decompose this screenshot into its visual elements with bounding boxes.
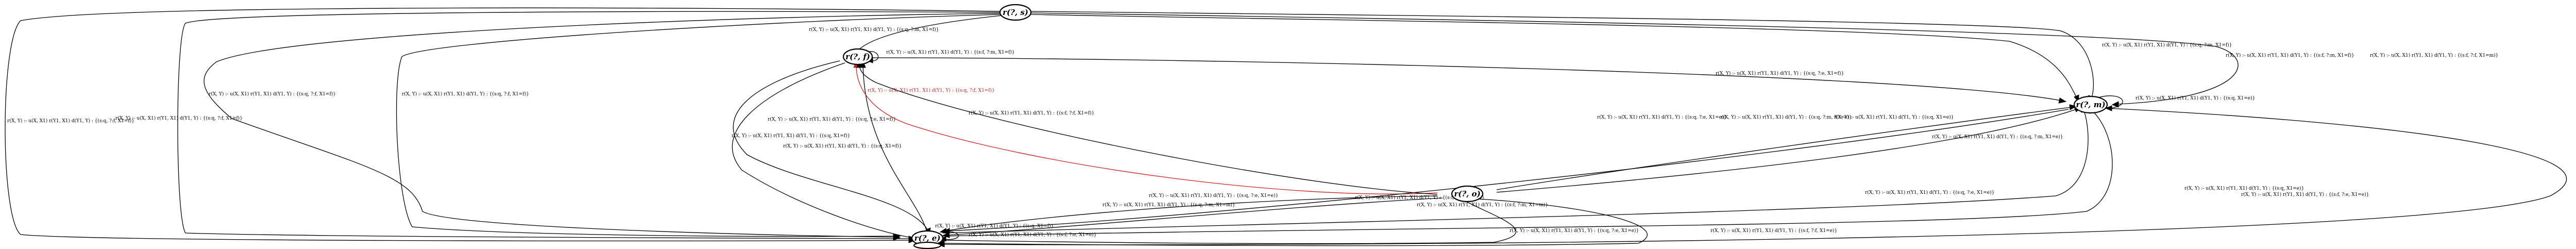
edge-s0-to-e-a [204,13,1003,241]
edge-label: r(X, Y) :- u(X, X1) r(Y1, X1) d(Y1, Y) :… [2226,53,2354,58]
edge-label: r(X, Y) :- u(X, X1) r(Y1, X1) d(Y1, Y) :… [1932,134,2063,140]
edge-s0-to-q-inner [177,11,1003,242]
edge-label: r(X, Y) :- u(X, X1) r(Y1, X1) d(Y1, Y) :… [1510,228,1639,234]
edge-label: r(X, Y) :- u(X, X1) r(Y1, X1) d(Y1, Y) :… [1355,195,1485,201]
edge-m-self-loop [2096,95,2123,111]
edge-f-to-m [870,57,2067,104]
edge-label: r(X, Y) :- u(X, X1) r(Y1, X1) d(Y1, Y) :… [2370,53,2498,58]
edge-label: r(X, Y) :- u(X, X1) r(Y1, X1) d(Y1, Y) :… [935,223,1054,229]
edge-label: r(X, Y) :- u(X, X1) r(Y1, X1) d(Y1, Y) :… [886,49,1015,55]
edge-e-to-m-b [942,106,2113,237]
edge-label: r(X, Y) :- u(X, X1) r(Y1, X1) d(Y1, Y) :… [868,88,995,93]
edge-label: r(X, Y) :- u(X, X1) r(Y1, X1) d(Y1, Y) :… [2102,42,2232,48]
node-label: r(?, s) [1003,8,1028,17]
edge-label: r(X, Y) :- u(X, X1) r(Y1, X1) d(Y1, Y) :… [969,232,1096,238]
node-m: r(?, m) [2073,95,2108,114]
edge-s0-to-m-c [1029,14,2079,103]
edge-s0-to-q-outer [5,7,1003,243]
edge-label: r(X, Y) :- u(X, X1) r(Y1, X1) d(Y1, Y) :… [1710,228,1837,234]
edge-s0-to-m-b [1029,12,2239,108]
node-final [913,241,942,249]
edge-label: r(X, Y) :- u(X, X1) r(Y1, X1) d(Y1, Y) :… [732,133,850,139]
edge-label: r(X, Y) :- u(X, X1) r(Y1, X1) d(Y1, Y) :… [1597,114,1726,120]
edge-label: r(X, Y) :- u(X, X1) r(Y1, X1) d(Y1, Y) :… [7,118,134,124]
node-label: r(?, f) [845,52,870,61]
node-label: r(?, o) [1454,189,1480,198]
edge-label: r(X, Y) :- u(X, X1) r(Y1, X1) d(Y1, Y) :… [768,117,896,122]
edge-label: r(X, Y) :- u(X, X1) r(Y1, X1) d(Y1, Y) :… [1721,114,1852,120]
edge-label: r(X, Y) :- u(X, X1) r(Y1, X1) d(Y1, Y) :… [1103,202,1235,208]
edge-label: r(X, Y) :- u(X, X1) r(Y1, X1) d(Y1, Y) :… [783,143,902,149]
edge-s0-to-e-b [396,14,1003,239]
edge-label: r(X, Y) :- u(X, X1) r(Y1, X1) d(Y1, Y) :… [1865,190,1994,195]
edge-label: r(X, Y) :- u(X, X1) r(Y1, X1) d(Y1, Y) :… [2184,186,2304,191]
edge-label: r(X, Y) :- u(X, X1) r(Y1, X1) d(Y1, Y) :… [969,110,1094,116]
node-label: r(?, m) [2076,100,2105,109]
edge-label: r(X, Y) :- u(X, X1) r(Y1, X1) d(Y1, Y) :… [1716,71,1844,76]
edge-label: r(X, Y) :- u(X, X1) r(Y1, X1) d(Y1, Y) :… [2136,95,2255,101]
edge-label: r(X, Y) :- u(X, X1) r(Y1, X1) d(Y1, Y) :… [115,115,243,121]
edge-label: r(X, Y) :- u(X, X1) r(Y1, X1) d(Y1, Y) :… [1149,193,1278,198]
node-label: r(?, e) [914,234,941,243]
edge-m-to-q [937,108,2567,247]
edge-label: r(X, Y) :- u(X, X1) r(Y1, X1) d(Y1, Y) :… [1834,114,1954,120]
edge-label: r(X, Y) :- u(X, X1) r(Y1, X1) d(Y1, Y) :… [1417,202,1548,208]
edge-label: r(X, Y) :- u(X, X1) r(Y1, X1) d(Y1, Y) :… [809,27,939,32]
edge-m-to-e [942,109,2069,234]
node-start: r(?, s) [999,4,1032,21]
edge-o-to-f-red [853,60,1438,194]
edge-label: r(X, Y) :- u(X, X1) r(Y1, X1) d(Y1, Y) :… [2241,192,2369,197]
node-f: r(?, f) [842,48,873,65]
node-o: r(?, o) [1451,185,1484,203]
edge-e-to-m-a [942,105,2089,234]
edge-label: r(X, Y) :- u(X, X1) r(Y1, X1) d(Y1, Y) :… [209,91,336,97]
edge-label: r(X, Y) :- u(X, X1) r(Y1, X1) d(Y1, Y) :… [402,91,529,97]
edge-s0-to-m-a [1029,11,2094,103]
edge-o-to-f [856,60,1438,195]
